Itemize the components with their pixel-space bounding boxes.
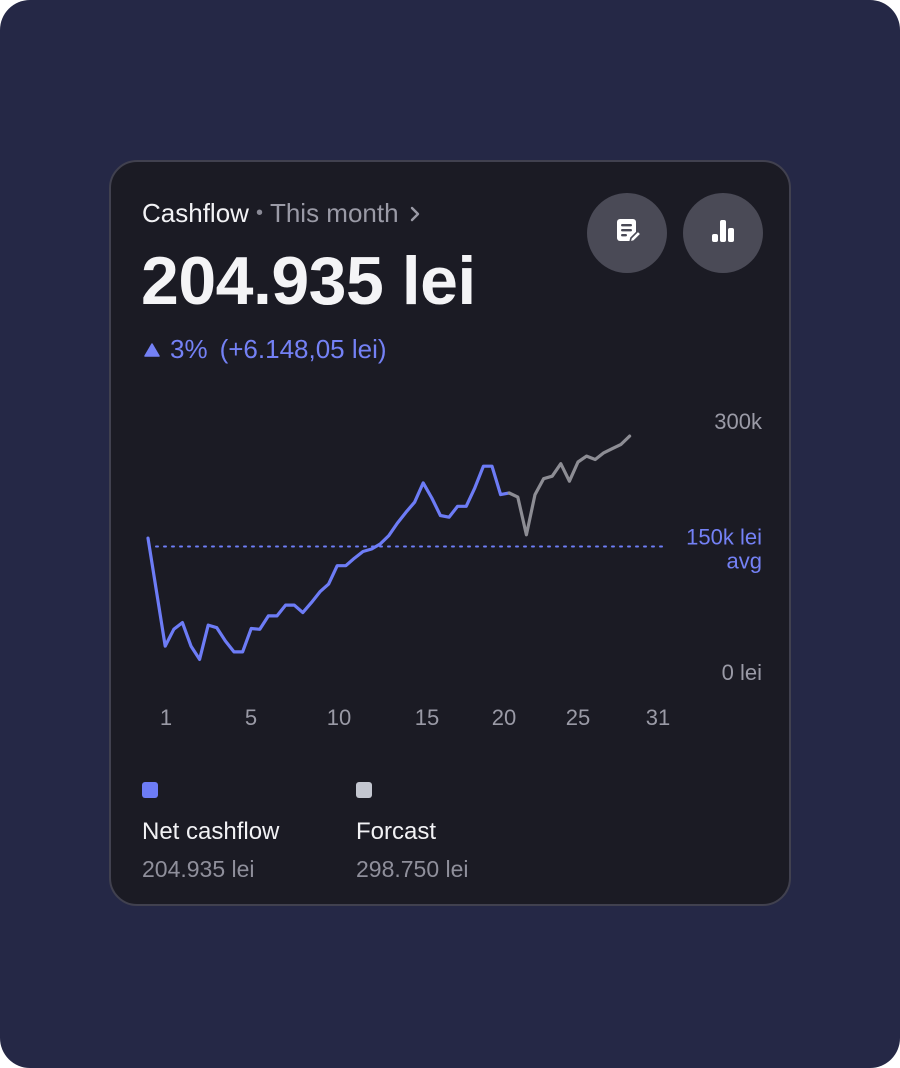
change-percent: 3% — [170, 334, 208, 364]
bar-chart-icon — [709, 217, 737, 250]
x-tick-label: 5 — [245, 705, 257, 730]
legend-net-cashflow: Net cashflow 204.935 lei — [142, 782, 279, 883]
x-tick-label: 10 — [327, 705, 351, 730]
average-label: avg — [727, 549, 762, 574]
triangle-up-icon — [144, 342, 160, 357]
x-tick-label: 25 — [566, 705, 590, 730]
report-icon — [614, 217, 642, 250]
legend-net-label: Net cashflow — [142, 818, 280, 845]
card-header[interactable]: Cashflow • This month — [142, 198, 421, 229]
report-button[interactable] — [587, 193, 667, 273]
net-cashflow-swatch — [142, 782, 158, 798]
x-tick-label: 15 — [415, 705, 439, 730]
legend-forecast-label: Forcast — [356, 818, 437, 845]
cashflow-card: Cashflow • This month 204.935 lei 3% (+6… — [109, 160, 791, 906]
y-tick-label: 0 lei — [722, 660, 762, 685]
header-separator: • — [255, 202, 263, 224]
cashflow-amount: 204.935 lei — [141, 243, 476, 319]
legend-forecast: Forcast 298.750 lei — [356, 782, 469, 883]
chart-view-button[interactable] — [683, 193, 763, 273]
change-indicator: 3% (+6.148,05 lei) — [144, 334, 387, 365]
legend-forecast-value: 298.750 lei — [356, 856, 469, 882]
chevron-right-icon[interactable] — [409, 205, 421, 223]
x-tick-label: 20 — [492, 705, 516, 730]
x-tick-label: 31 — [646, 705, 670, 730]
change-amount: (+6.148,05 lei) — [219, 334, 387, 364]
y-tick-label: 300k — [714, 409, 763, 434]
forecast-swatch — [356, 782, 372, 798]
legend-net-value: 204.935 lei — [142, 856, 255, 882]
card-title: Cashflow — [142, 198, 249, 228]
x-tick-label: 1 — [160, 705, 172, 730]
forecast-line — [507, 434, 632, 537]
period-selector[interactable]: This month — [269, 198, 399, 228]
net-cashflow-line — [146, 464, 511, 661]
average-label: 150k lei — [686, 525, 762, 550]
